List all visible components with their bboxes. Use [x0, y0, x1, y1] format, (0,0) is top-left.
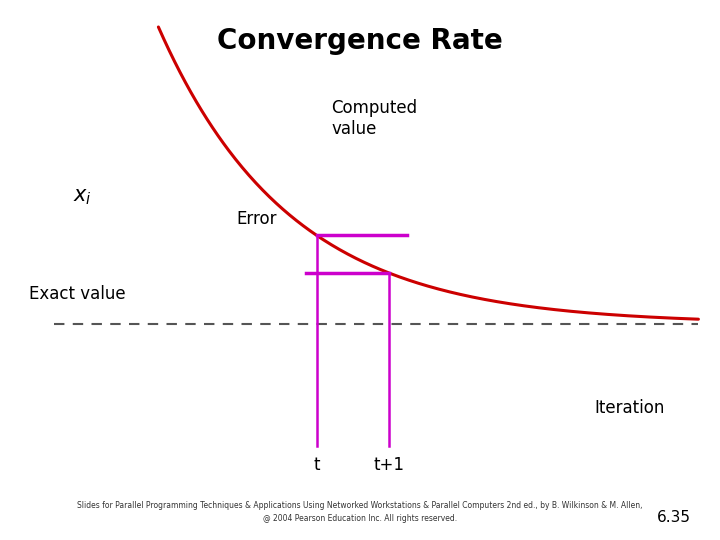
Text: Slides for Parallel Programming Techniques & Applications Using Networked Workst: Slides for Parallel Programming Techniqu… [77, 501, 643, 510]
Text: Iteration: Iteration [595, 399, 665, 417]
Text: Exact value: Exact value [29, 285, 125, 303]
Text: Computed
value: Computed value [331, 99, 418, 138]
Text: Error: Error [237, 210, 277, 228]
Text: t: t [313, 456, 320, 474]
Text: @ 2004 Pearson Education Inc. All rights reserved.: @ 2004 Pearson Education Inc. All rights… [263, 514, 457, 523]
Text: t+1: t+1 [373, 456, 405, 474]
Text: Convergence Rate: Convergence Rate [217, 27, 503, 55]
Text: 6.35: 6.35 [657, 510, 691, 525]
Text: $x_i$: $x_i$ [73, 187, 92, 207]
